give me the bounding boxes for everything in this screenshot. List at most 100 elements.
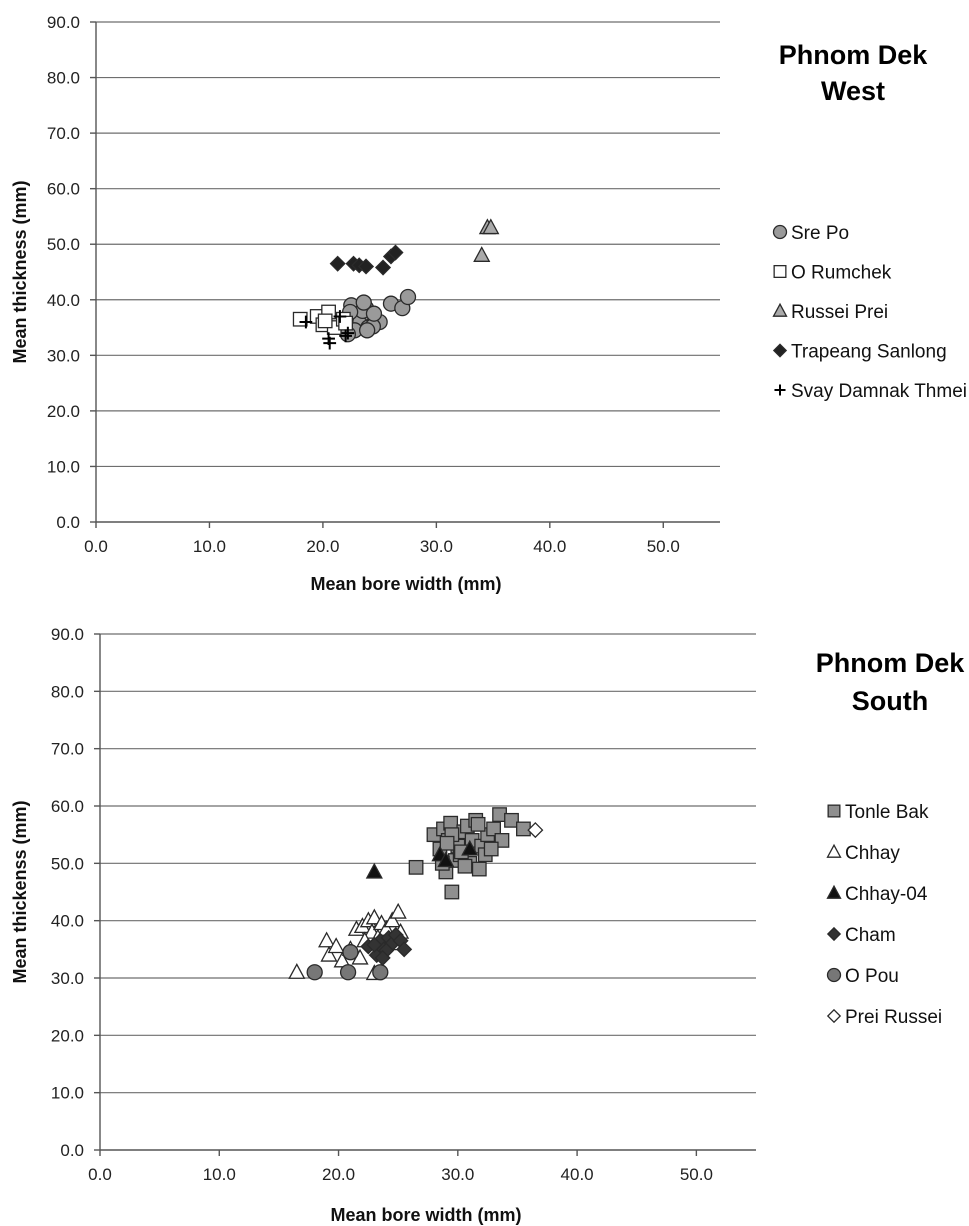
y-tick-label: 40.0 bbox=[51, 912, 84, 931]
data-point bbox=[486, 821, 502, 837]
data-point bbox=[339, 964, 357, 981]
data-point bbox=[318, 931, 336, 948]
data-point bbox=[482, 218, 500, 235]
data-point bbox=[317, 313, 333, 329]
y-tick-label: 20.0 bbox=[51, 1026, 84, 1045]
data-point bbox=[365, 908, 383, 925]
y-tick-label: 70.0 bbox=[47, 124, 80, 143]
legend-marker bbox=[826, 884, 842, 899]
data-point bbox=[471, 861, 487, 877]
data-point bbox=[366, 936, 383, 953]
data-point bbox=[329, 255, 346, 272]
data-point bbox=[473, 246, 491, 262]
chart-title-line: West bbox=[821, 76, 885, 106]
legend-label: Cham bbox=[845, 925, 896, 946]
y-tick-label: 50.0 bbox=[47, 235, 80, 254]
x-tick-label: 20.0 bbox=[322, 1165, 355, 1184]
data-point bbox=[439, 835, 455, 851]
y-axis-title: Mean thickenss (mm) bbox=[10, 800, 30, 983]
data-point bbox=[339, 329, 352, 343]
data-point bbox=[408, 859, 424, 875]
series-russei-prei bbox=[473, 218, 500, 262]
series-trapeang-sanlong bbox=[329, 244, 404, 276]
legend-label: Tonle Bak bbox=[845, 802, 929, 823]
data-point bbox=[389, 902, 407, 919]
series-cham bbox=[360, 926, 413, 966]
data-point bbox=[288, 963, 306, 979]
legend-marker bbox=[773, 264, 787, 278]
series-o-pou bbox=[306, 944, 389, 981]
data-point bbox=[365, 305, 383, 322]
chart-title-line: Phnom Dek bbox=[779, 40, 929, 70]
data-point bbox=[483, 841, 499, 857]
legend-item: Russei Prei bbox=[772, 302, 888, 323]
y-tick-label: 30.0 bbox=[51, 969, 84, 988]
y-tick-label: 90.0 bbox=[51, 625, 84, 644]
data-point bbox=[444, 884, 460, 900]
y-tick-label: 20.0 bbox=[47, 402, 80, 421]
x-tick-label: 30.0 bbox=[441, 1165, 474, 1184]
y-tick-label: 30.0 bbox=[47, 346, 80, 365]
y-tick-label: 0.0 bbox=[56, 513, 80, 532]
data-point bbox=[323, 336, 337, 350]
x-tick-label: 40.0 bbox=[533, 537, 566, 556]
legend-label: Trapeang Sanlong bbox=[791, 342, 947, 363]
y-tick-label: 10.0 bbox=[47, 457, 80, 476]
legend-item: O Pou bbox=[826, 966, 899, 987]
x-axis-title: Mean bore width (mm) bbox=[330, 1205, 521, 1225]
data-point bbox=[399, 288, 417, 306]
legend-label: Prei Russei bbox=[845, 1007, 942, 1028]
data-point bbox=[470, 816, 486, 832]
y-tick-label: 60.0 bbox=[51, 797, 84, 816]
data-point bbox=[461, 839, 479, 856]
x-tick-label: 0.0 bbox=[88, 1165, 112, 1184]
data-point bbox=[357, 258, 375, 275]
data-point bbox=[341, 326, 355, 340]
data-point bbox=[333, 310, 347, 323]
data-point bbox=[355, 294, 372, 311]
legend-marker bbox=[826, 1008, 842, 1024]
data-point bbox=[327, 937, 345, 954]
legend-marker bbox=[827, 804, 841, 818]
x-axis-title: Mean bore width (mm) bbox=[310, 574, 501, 594]
legend-item: Trapeang Sanlong bbox=[772, 342, 947, 363]
legend: Sre Po O Rumchek Russei Prei Trapeang Sanlo… bbox=[772, 223, 967, 402]
x-tick-label: 10.0 bbox=[193, 537, 226, 556]
y-tick-label: 40.0 bbox=[47, 291, 80, 310]
data-point bbox=[516, 821, 531, 837]
legend: Tonle Bak Chhay Chhay-04 Cham O Pou Prei Russ… bbox=[826, 802, 942, 1028]
legend-item: Sre Po bbox=[772, 223, 849, 244]
series-sre-po bbox=[339, 288, 417, 343]
x-tick-label: 50.0 bbox=[680, 1165, 713, 1184]
legend-item: Cham bbox=[826, 925, 896, 946]
legend-label: Chhay-04 bbox=[845, 884, 928, 905]
chart-panel-west: 0.0 10.0 20.0 30.0 40.0 50.0 60.0 70.0 80.0 90.0 0… bbox=[10, 13, 967, 594]
data-point bbox=[437, 851, 455, 868]
data-point bbox=[320, 945, 338, 962]
legend-label: Russei Prei bbox=[791, 302, 888, 323]
data-point bbox=[359, 322, 376, 339]
y-tick-label: 0.0 bbox=[60, 1141, 84, 1160]
legend-item: Tonle Bak bbox=[827, 802, 929, 823]
legend-marker bbox=[774, 384, 786, 396]
legend-item: Chhay-04 bbox=[826, 884, 928, 905]
legend-marker bbox=[772, 343, 788, 358]
y-tick-label: 50.0 bbox=[51, 854, 84, 873]
data-point bbox=[306, 964, 323, 981]
data-point bbox=[372, 964, 389, 981]
y-tick-label: 60.0 bbox=[47, 180, 80, 199]
legend-item: Svay Damnak Thmei bbox=[774, 381, 967, 402]
data-point bbox=[457, 858, 473, 874]
legend-marker bbox=[772, 302, 788, 317]
data-point bbox=[299, 315, 313, 329]
legend-marker bbox=[826, 926, 842, 942]
legend-label: O Pou bbox=[845, 966, 899, 987]
legend-label: O Rumchek bbox=[791, 263, 892, 284]
y-axis-title: Mean thickness (mm) bbox=[10, 180, 30, 363]
data-point bbox=[387, 244, 404, 261]
chart-panel-south: 0.0 10.0 20.0 30.0 40.0 50.0 60.0 70.0 80.0 90.0 0… bbox=[10, 625, 965, 1225]
data-point bbox=[396, 941, 413, 958]
data-point bbox=[527, 822, 544, 839]
series-chhay-04 bbox=[365, 839, 479, 879]
